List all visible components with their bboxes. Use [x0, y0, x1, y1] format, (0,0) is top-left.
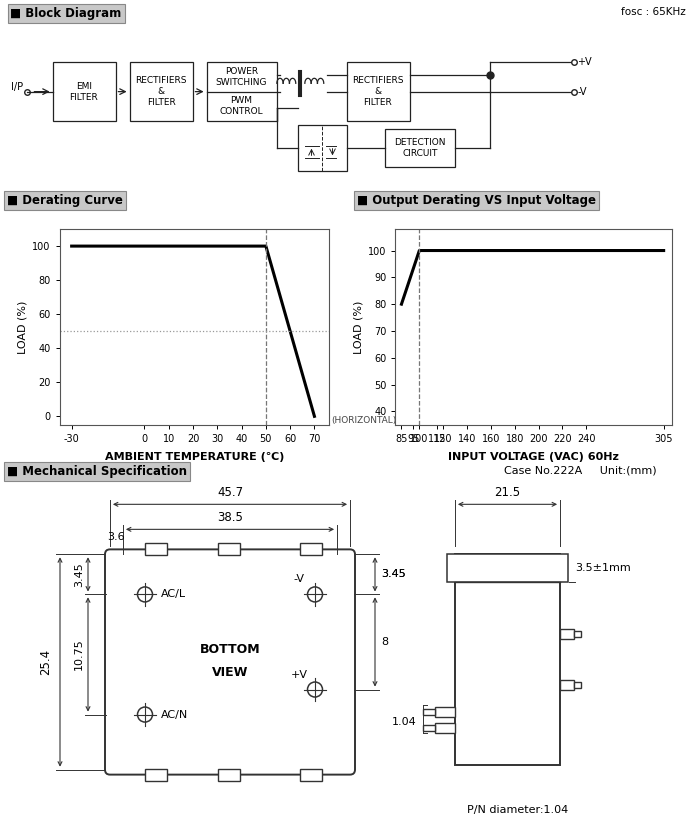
Y-axis label: LOAD (%): LOAD (%): [354, 300, 364, 354]
Bar: [447, 555, 568, 582]
Text: I/P: I/P: [11, 82, 24, 92]
Text: 10.75: 10.75: [74, 639, 84, 671]
Circle shape: [137, 707, 153, 722]
Bar: [300, 543, 322, 556]
Bar: [130, 62, 192, 121]
Bar: [218, 769, 240, 781]
Bar: [346, 62, 410, 121]
Bar: [574, 631, 581, 637]
Text: ■ Mechanical Specification: ■ Mechanical Specification: [7, 466, 187, 478]
Bar: [52, 62, 116, 121]
Bar: [145, 543, 167, 556]
Bar: [206, 62, 276, 121]
Bar: [423, 709, 435, 715]
Text: +V: +V: [578, 57, 592, 67]
Text: P/N diameter:1.04: P/N diameter:1.04: [467, 805, 568, 815]
Bar: [435, 706, 455, 716]
Text: 21.5: 21.5: [494, 486, 521, 499]
Text: POWER
SWITCHING: POWER SWITCHING: [216, 67, 267, 87]
FancyBboxPatch shape: [105, 550, 355, 775]
Y-axis label: LOAD (%): LOAD (%): [18, 300, 28, 354]
Bar: [560, 630, 574, 640]
Bar: [455, 555, 560, 765]
Text: -V: -V: [293, 575, 304, 585]
X-axis label: AMBIENT TEMPERATURE (℃): AMBIENT TEMPERATURE (℃): [104, 452, 284, 462]
Text: VIEW: VIEW: [212, 666, 248, 679]
Text: ■ Output Derating VS Input Voltage: ■ Output Derating VS Input Voltage: [357, 194, 596, 207]
Bar: [300, 769, 322, 781]
Text: AC/L: AC/L: [161, 590, 186, 600]
Text: (HORIZONTAL): (HORIZONTAL): [331, 416, 397, 425]
Text: AC/N: AC/N: [161, 710, 188, 720]
Text: 3.45: 3.45: [381, 570, 406, 580]
Text: -V: -V: [578, 87, 587, 97]
Bar: [574, 681, 581, 687]
Text: fosc : 65KHz: fosc : 65KHz: [622, 7, 686, 17]
Text: 8: 8: [381, 637, 388, 647]
Text: 1.04: 1.04: [392, 716, 417, 726]
Bar: [145, 769, 167, 781]
Bar: [218, 543, 240, 556]
Bar: [298, 125, 346, 171]
Text: EMI
FILTER: EMI FILTER: [69, 82, 99, 102]
Text: Case No.222A     Unit:(mm): Case No.222A Unit:(mm): [504, 466, 657, 476]
Text: DETECTION
CIRCUIT: DETECTION CIRCUIT: [394, 137, 446, 158]
Text: 3.45: 3.45: [381, 570, 406, 580]
Text: 3.45: 3.45: [74, 562, 84, 586]
Text: 3.6: 3.6: [107, 532, 125, 542]
Text: +V: +V: [290, 670, 307, 680]
Circle shape: [137, 587, 153, 602]
Text: 38.5: 38.5: [217, 511, 243, 524]
Bar: [385, 129, 455, 167]
Text: 25.4: 25.4: [39, 649, 52, 675]
Text: 3.5±1mm: 3.5±1mm: [575, 563, 631, 573]
Text: PWM
CONTROL: PWM CONTROL: [220, 96, 263, 117]
Bar: [423, 725, 435, 731]
Bar: [435, 722, 455, 732]
X-axis label: INPUT VOLTAGE (VAC) 60Hz: INPUT VOLTAGE (VAC) 60Hz: [448, 452, 620, 462]
Text: 45.7: 45.7: [217, 486, 243, 499]
Text: RECTIFIERS
&
FILTER: RECTIFIERS & FILTER: [135, 76, 187, 107]
Text: ■ Block Diagram: ■ Block Diagram: [10, 7, 122, 20]
Text: RECTIFIERS
&
FILTER: RECTIFIERS & FILTER: [352, 76, 404, 107]
Circle shape: [307, 682, 323, 697]
Text: ■ Derating Curve: ■ Derating Curve: [7, 194, 123, 207]
Bar: [560, 680, 574, 690]
Circle shape: [307, 587, 323, 602]
Text: BOTTOM: BOTTOM: [199, 643, 260, 656]
